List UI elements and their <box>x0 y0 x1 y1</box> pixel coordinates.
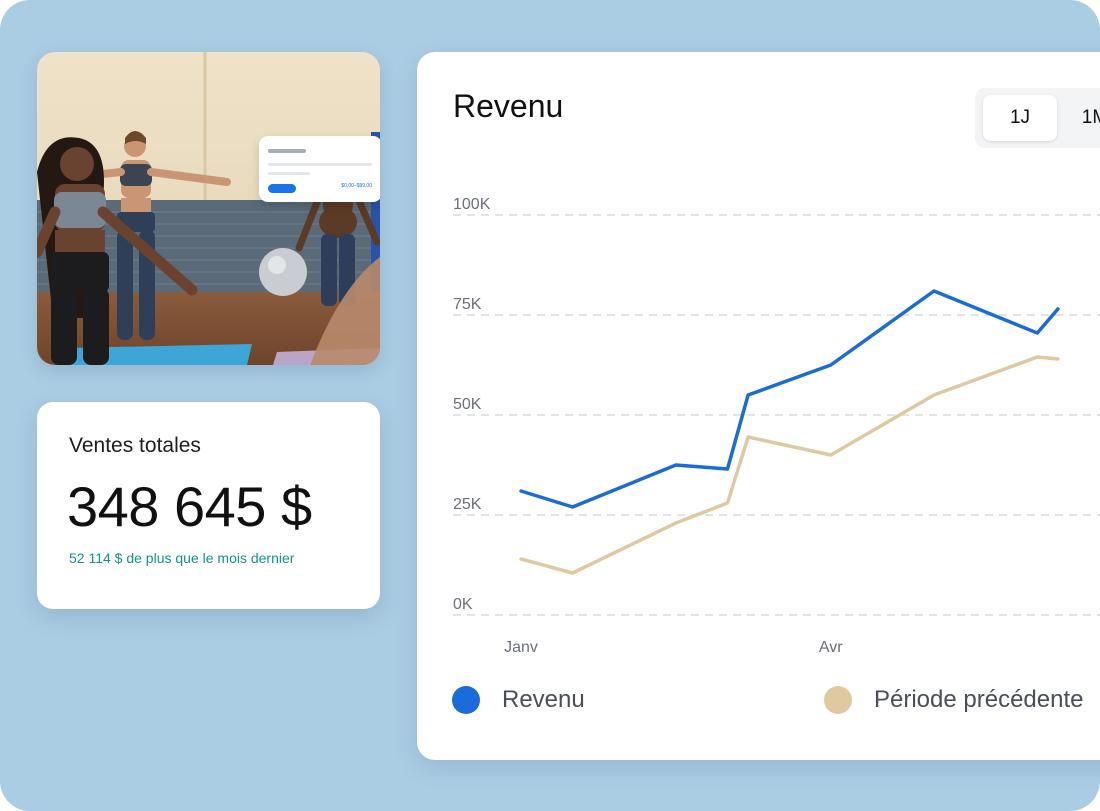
widget-title-bar <box>268 149 306 153</box>
chart-legend: Revenu Période précédente <box>417 686 1100 726</box>
x-tick-label: Avr <box>819 639 843 656</box>
widget-line <box>268 163 372 166</box>
total-sales-label: Ventes totales <box>69 434 201 457</box>
range-button-1m[interactable]: 1M <box>1081 107 1100 128</box>
widget-price: $0,00–$99,00 <box>341 183 372 189</box>
legend-label-periode-precedente: Période précédente <box>874 686 1084 713</box>
legend-dot-periode-precedente <box>824 686 852 714</box>
y-tick-label: 100K <box>453 196 491 213</box>
total-sales-value: 348 645 $ <box>67 475 312 538</box>
total-sales-delta: 52 114 $ de plus que le mois dernier <box>69 550 295 566</box>
series-line-revenu <box>519 289 1060 509</box>
y-tick-label: 50K <box>453 396 482 413</box>
revenue-line-chart: 0K25K50K75K100KJanvAvrJuillSep <box>453 196 1100 656</box>
series-line-periode-precedente <box>519 355 1060 575</box>
chart-title: Revenu <box>453 88 564 124</box>
revenue-chart-card: Revenu 1J 1M 0K25K50K75K100KJanvAvrJuill… <box>417 52 1100 760</box>
legend-item-periode-precedente[interactable]: Période précédente <box>824 686 1083 714</box>
legend-dot-revenu <box>452 686 480 714</box>
range-button-1j[interactable]: 1J <box>983 95 1057 141</box>
legend-label-revenu: Revenu <box>502 686 585 713</box>
y-tick-label: 0K <box>453 596 473 613</box>
floating-widget-preview: $0,00–$99,00 <box>259 136 380 202</box>
legend-item-revenu[interactable]: Revenu <box>452 686 585 714</box>
y-tick-label: 75K <box>453 296 482 313</box>
total-sales-card: Ventes totales 348 645 $ 52 114 $ de plu… <box>37 402 380 609</box>
y-tick-label: 25K <box>453 496 482 513</box>
widget-button <box>268 184 296 193</box>
range-selector: 1J 1M <box>975 88 1100 148</box>
fitness-class-photo: $0,00–$99,00 <box>37 52 380 365</box>
widget-line-short <box>268 172 310 175</box>
x-tick-label: Janv <box>504 639 538 656</box>
